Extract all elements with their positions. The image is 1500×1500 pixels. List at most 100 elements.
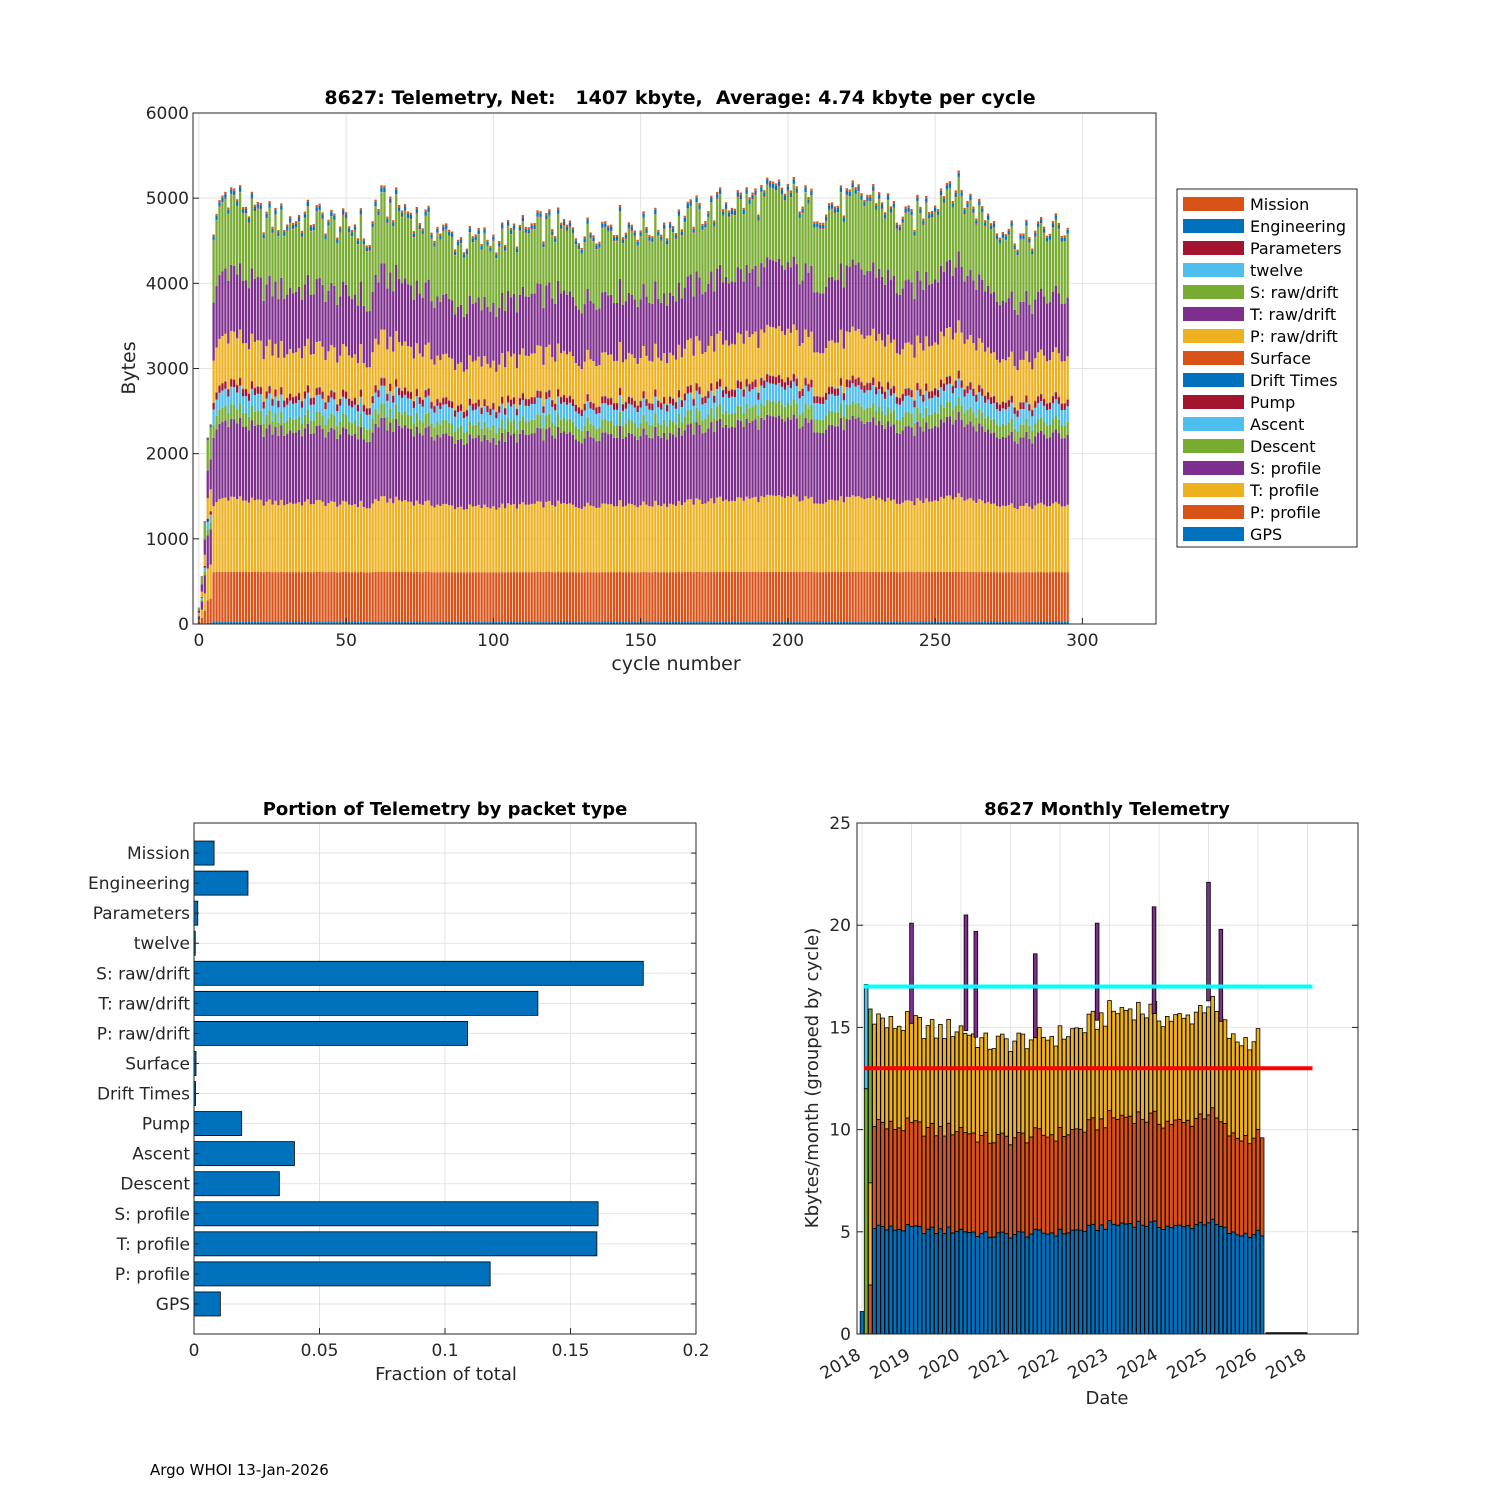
top-bar-segment — [695, 201, 698, 203]
top-bar-segment — [769, 326, 772, 376]
top-bar-segment — [1004, 360, 1007, 403]
top-x-tick-label: 150 — [624, 631, 656, 651]
top-bar-segment — [321, 501, 324, 573]
top-bar-segment — [327, 225, 330, 226]
top-bar-segment — [1054, 215, 1058, 219]
top-bar-segment — [1010, 226, 1013, 292]
top-bar-segment — [928, 218, 931, 285]
top-bar-segment — [424, 282, 427, 345]
top-bar-segment — [774, 190, 778, 262]
top-bar-segment — [810, 194, 813, 196]
top-bar-segment — [992, 221, 996, 224]
top-bar-segment — [839, 263, 843, 330]
top-bar-segment — [498, 241, 501, 244]
top-bar-segment — [786, 377, 790, 385]
top-bar-segment — [680, 298, 684, 358]
top-bar-segment — [442, 294, 445, 355]
top-bar-segment — [1063, 303, 1066, 362]
top-bar-segment — [206, 498, 209, 519]
top-bar-segment — [839, 496, 843, 572]
top-bar-segment — [291, 621, 295, 624]
top-bar-segment — [777, 258, 781, 326]
top-bar-segment — [595, 243, 598, 246]
top-bar-segment — [359, 413, 363, 428]
top-bar-segment — [1060, 403, 1063, 411]
top-bar-segment — [671, 232, 675, 296]
top-bar-segment — [772, 621, 775, 624]
top-bar-segment — [957, 176, 960, 178]
top-bar-segment — [465, 621, 469, 624]
top-bar-segment — [639, 230, 642, 233]
top-bar-segment — [807, 384, 810, 392]
top-bar-segment — [989, 572, 993, 622]
top-bar-segment — [451, 505, 454, 573]
top-bar-segment — [212, 424, 215, 438]
top-bar-segment — [707, 501, 710, 573]
top-bar-segment — [1054, 415, 1058, 430]
top-bar-segment — [833, 212, 837, 281]
top-bar-segment — [395, 418, 398, 497]
top-bar-segment — [571, 421, 575, 435]
top-bar-segment — [819, 433, 822, 504]
top-bar-segment — [713, 226, 716, 292]
top-bar-segment — [654, 209, 657, 214]
top-bar-segment — [866, 197, 869, 201]
top-bar-segment — [636, 245, 639, 307]
top-bar-segment — [972, 208, 975, 213]
top-bar-segment — [583, 236, 586, 239]
top-bar-segment — [863, 392, 866, 410]
top-bar-segment — [922, 350, 925, 395]
top-bar-segment — [604, 226, 607, 228]
top-bar-segment — [801, 621, 804, 624]
top-bar-segment — [557, 207, 560, 210]
top-bar-segment — [300, 505, 304, 573]
top-bar-segment — [386, 216, 389, 219]
top-bar-segment — [498, 621, 501, 624]
top-bar-segment — [592, 235, 595, 238]
top-bar-segment — [721, 501, 725, 573]
top-bar-segment — [250, 333, 254, 381]
top-bar-segment — [371, 221, 374, 224]
top-bar-segment — [383, 263, 386, 330]
top-bar-segment — [860, 406, 863, 422]
top-bar-segment — [530, 572, 533, 622]
top-bar-segment — [303, 501, 307, 573]
top-bar-segment — [262, 401, 265, 409]
top-bar-segment — [692, 232, 695, 233]
top-bar-segment — [339, 231, 342, 233]
top-bar-segment — [303, 284, 307, 347]
top-bar-segment — [439, 359, 442, 402]
top-bar-segment — [1016, 251, 1019, 255]
top-bar-segment — [344, 284, 348, 347]
top-bar-segment — [842, 221, 845, 288]
top-bar-segment — [221, 571, 224, 622]
top-bar-segment — [1042, 228, 1046, 232]
top-bar-segment — [639, 401, 642, 408]
top-bar-segment — [1016, 621, 1019, 624]
top-bar-segment — [271, 228, 274, 233]
top-bar-segment — [433, 440, 436, 508]
top-bar-segment — [468, 355, 471, 399]
top-bar-segment — [813, 572, 816, 622]
top-bar-segment — [365, 245, 368, 248]
top-bar-segment — [863, 499, 866, 572]
top-bar-segment — [259, 208, 262, 210]
top-bar-segment — [925, 202, 928, 272]
top-bar-segment — [551, 234, 554, 236]
top-bar-segment — [910, 572, 913, 622]
top-bar-segment — [769, 186, 772, 188]
top-bar-segment — [504, 572, 507, 622]
top-bar-segment — [374, 392, 377, 410]
top-bar-segment — [942, 621, 946, 624]
top-bar-segment — [306, 621, 310, 624]
top-bar-segment — [406, 428, 410, 502]
top-bar-segment — [663, 222, 666, 225]
top-bar-segment — [1045, 235, 1049, 238]
top-bar-segment — [645, 434, 648, 505]
top-bar-segment — [268, 207, 271, 276]
fraction-chart-xlabel: Fraction of total — [375, 1364, 517, 1385]
top-bar-segment — [671, 621, 675, 624]
top-bar-segment — [648, 403, 651, 410]
top-bar-segment — [774, 621, 778, 624]
top-bar-segment — [371, 291, 374, 353]
